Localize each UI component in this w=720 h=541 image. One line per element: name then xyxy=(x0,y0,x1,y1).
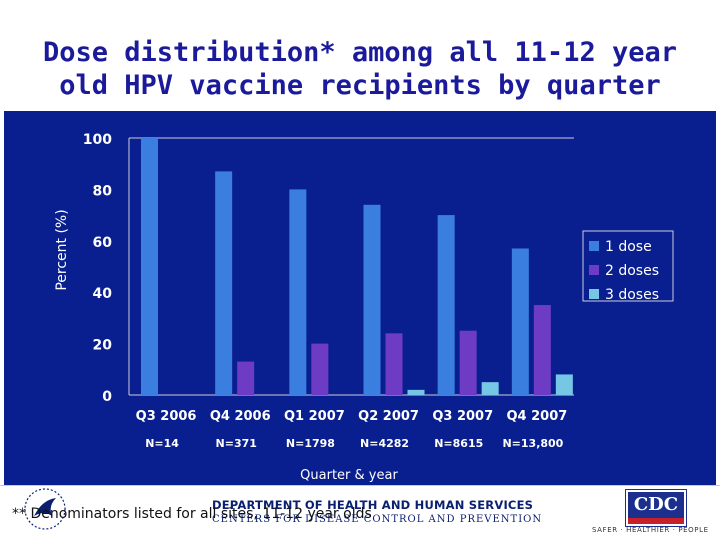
cdc-logo-text: CDC xyxy=(633,494,679,515)
bar-2-doses xyxy=(459,330,477,395)
legend-label: 2 doses xyxy=(605,263,659,279)
bar-3-doses xyxy=(555,374,573,395)
bar-1-dose xyxy=(215,171,233,395)
x-tick-label: Q1 2007 xyxy=(284,409,345,424)
footer xyxy=(0,485,720,541)
cdc-logo: CDC xyxy=(626,490,686,526)
y-tick-label: 100 xyxy=(83,132,112,148)
category-count-label: N=13,800 xyxy=(502,437,563,450)
legend-swatch xyxy=(589,289,599,299)
bar-2-doses xyxy=(311,343,329,395)
legend-swatch xyxy=(589,241,599,251)
category-count-label: N=8615 xyxy=(434,437,483,450)
title-line-2: old HPV vaccine recipients by quarter xyxy=(59,70,661,101)
chart-panel: 0 20 40 60 80 100 Percent (%) Q3 2006 N=14 Q4 200… xyxy=(4,111,716,485)
x-tick-label: Q3 2007 xyxy=(432,409,493,424)
category-count-label: N=1798 xyxy=(286,437,335,450)
x-tick-label: Q3 2006 xyxy=(136,409,197,424)
y-tick-label: 80 xyxy=(93,183,113,199)
bar-chart: 0 20 40 60 80 100 Percent (%) Q3 2006 N=14 Q4 200… xyxy=(54,132,674,483)
y-tick-label: 0 xyxy=(102,389,112,405)
category-count-label: N=4282 xyxy=(360,437,409,450)
y-tick-label: 40 xyxy=(93,286,113,302)
bar-1-dose xyxy=(437,215,455,395)
bar-2-doses xyxy=(385,333,403,395)
y-tick-label: 20 xyxy=(93,338,113,354)
y-tick-label: 60 xyxy=(93,235,113,251)
bar-2-doses xyxy=(533,305,551,395)
slide-title: Dose distribution* among all 11-12 year … xyxy=(0,36,720,102)
title-line-1: Dose distribution* among all 11-12 year xyxy=(43,37,677,68)
y-axis-title: Percent (%) xyxy=(54,209,70,290)
bar-1-dose xyxy=(141,138,158,395)
cdc-tagline: SAFER · HEALTHIER · PEOPLE xyxy=(592,526,709,534)
hhs-eagle-icon xyxy=(24,488,66,530)
legend-box xyxy=(582,230,674,302)
cdc-agency-name: CENTERS FOR DISEASE CONTROL AND PREVENTI… xyxy=(212,514,543,525)
bar-1-dose xyxy=(363,204,381,395)
footnote: ** Denominators listed for all sites, 11… xyxy=(12,506,372,522)
bar-1-dose xyxy=(289,189,307,395)
bar-3-doses xyxy=(481,382,499,395)
legend-swatch xyxy=(589,265,599,275)
hhs-department-name: DEPARTMENT OF HEALTH AND HUMAN SERVICES xyxy=(212,498,534,512)
x-tick-label: Q2 2007 xyxy=(358,409,419,424)
x-axis-title: Quarter & year xyxy=(300,468,398,483)
legend-label: 3 doses xyxy=(605,287,659,303)
bar-3-doses xyxy=(407,389,425,395)
bar-2-doses xyxy=(237,361,255,395)
category-count-label: N=371 xyxy=(216,437,257,450)
x-tick-label: Q4 2006 xyxy=(210,409,271,424)
bar-1-dose xyxy=(511,248,529,395)
legend-label: 1 dose xyxy=(605,239,652,255)
category-count-label: N=14 xyxy=(145,437,179,450)
x-tick-label: Q4 2007 xyxy=(507,409,568,424)
cdc-logo-stripe xyxy=(628,518,684,524)
